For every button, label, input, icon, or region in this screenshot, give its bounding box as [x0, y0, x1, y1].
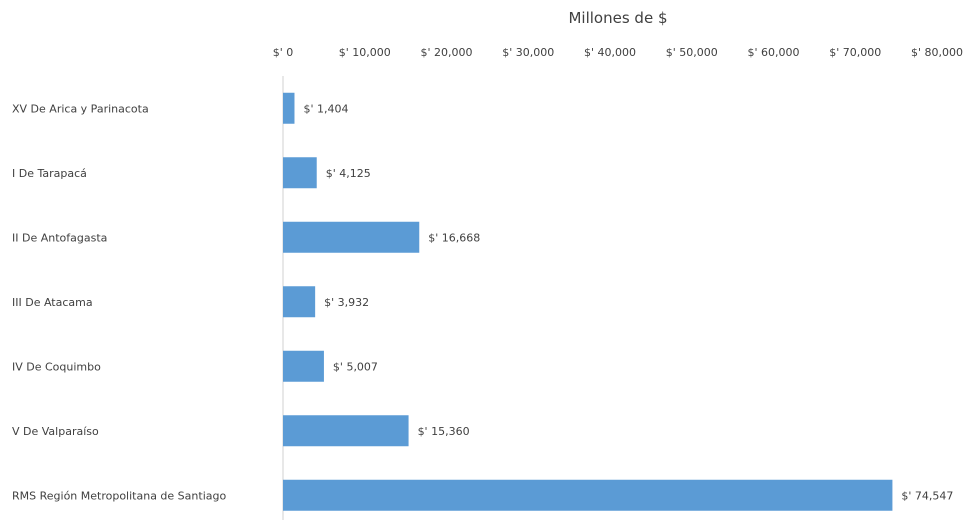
x-tick-label: $' 60,000 — [747, 46, 799, 59]
bars — [283, 92, 893, 511]
x-tick-label: $' 70,000 — [829, 46, 881, 59]
category-label: I De Tarapacá — [12, 167, 87, 180]
x-tick-label: $' 50,000 — [666, 46, 718, 59]
bar — [283, 479, 893, 511]
data-label: $' 16,668 — [428, 231, 480, 244]
data-label: $' 74,547 — [901, 489, 953, 502]
data-labels: $' 1,404 $' 4,125 $' 16,668 $' 3,932 $' 5,00… — [303, 102, 953, 502]
category-labels: XV De Arica y Parinacota I De Tarapacá II … — [12, 102, 226, 502]
category-label: IV De Coquimbo — [12, 360, 101, 373]
data-label: $' 5,007 — [333, 360, 378, 373]
x-axis-title: Millones de $ — [568, 9, 667, 27]
x-tick-label: $' 40,000 — [584, 46, 636, 59]
x-tick-label: $' 20,000 — [420, 46, 472, 59]
category-label: V De Valparaíso — [12, 425, 99, 438]
bar — [283, 286, 316, 318]
bar — [283, 350, 324, 382]
data-label: $' 4,125 — [326, 167, 371, 180]
data-label: $' 3,932 — [324, 296, 369, 309]
x-tick-label: $' 10,000 — [339, 46, 391, 59]
data-label: $' 1,404 — [303, 102, 348, 115]
data-label: $' 15,360 — [418, 425, 470, 438]
bar — [283, 157, 317, 189]
category-label: RMS Región Metropolitana de Santiago — [12, 489, 226, 502]
category-label: XV De Arica y Parinacota — [12, 102, 149, 115]
x-axis-ticks: $' 0 $' 10,000 $' 20,000 $' 30,000 $' 40,000… — [273, 46, 963, 59]
bar — [283, 415, 409, 447]
bar — [283, 221, 420, 253]
x-tick-label: $' 30,000 — [502, 46, 554, 59]
category-label: II De Antofagasta — [12, 231, 107, 244]
category-label: III De Atacama — [12, 296, 93, 309]
x-tick-label: $' 0 — [273, 46, 294, 59]
x-tick-label: $' 80,000 — [911, 46, 963, 59]
bar — [283, 92, 295, 124]
